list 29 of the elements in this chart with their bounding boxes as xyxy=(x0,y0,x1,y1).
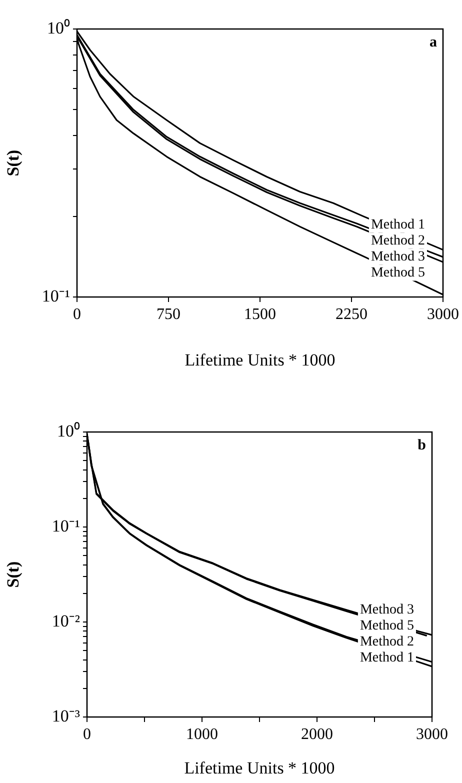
x-tick-label: 750 xyxy=(156,306,180,323)
y-axis-title: S(t) xyxy=(4,561,23,588)
y-tick-label: 10⁻¹ xyxy=(52,516,80,536)
y-tick-label: 10⁻² xyxy=(52,611,80,630)
annotation: a xyxy=(430,34,438,50)
x-tick-label: 2250 xyxy=(336,306,368,323)
x-tick-label: 1500 xyxy=(244,306,276,323)
x-tick-label: 3000 xyxy=(416,726,448,743)
series-label: Method 2 xyxy=(370,233,425,248)
x-axis-title: Lifetime Units * 1000 xyxy=(184,758,335,778)
y-axis-title: S(t) xyxy=(4,150,23,176)
series-label: Method 2 xyxy=(360,634,414,650)
x-tick-label: 2000 xyxy=(301,726,333,743)
x-tick-label: 1000 xyxy=(186,726,218,743)
x-tick-label: 0 xyxy=(83,726,91,743)
y-tick-label: 10⁻¹ xyxy=(42,286,70,306)
series-label: Method 1 xyxy=(370,217,425,232)
y-tick-label: 10⁰ xyxy=(47,18,70,38)
y-tick-label: 10⁰ xyxy=(57,421,80,440)
series-label: Method 3 xyxy=(360,602,414,618)
x-tick-label: 3000 xyxy=(427,306,459,323)
y-tick-label: 10⁻³ xyxy=(52,706,80,726)
annotation: b xyxy=(418,437,426,454)
series-label: Method 1 xyxy=(360,650,414,666)
x-tick-label: 0 xyxy=(73,306,81,323)
series-label: Method 5 xyxy=(360,618,414,634)
x-axis-title: Lifetime Units * 1000 xyxy=(184,350,336,370)
series-label: Method 3 xyxy=(370,249,425,264)
series-label: Method 5 xyxy=(370,265,425,280)
